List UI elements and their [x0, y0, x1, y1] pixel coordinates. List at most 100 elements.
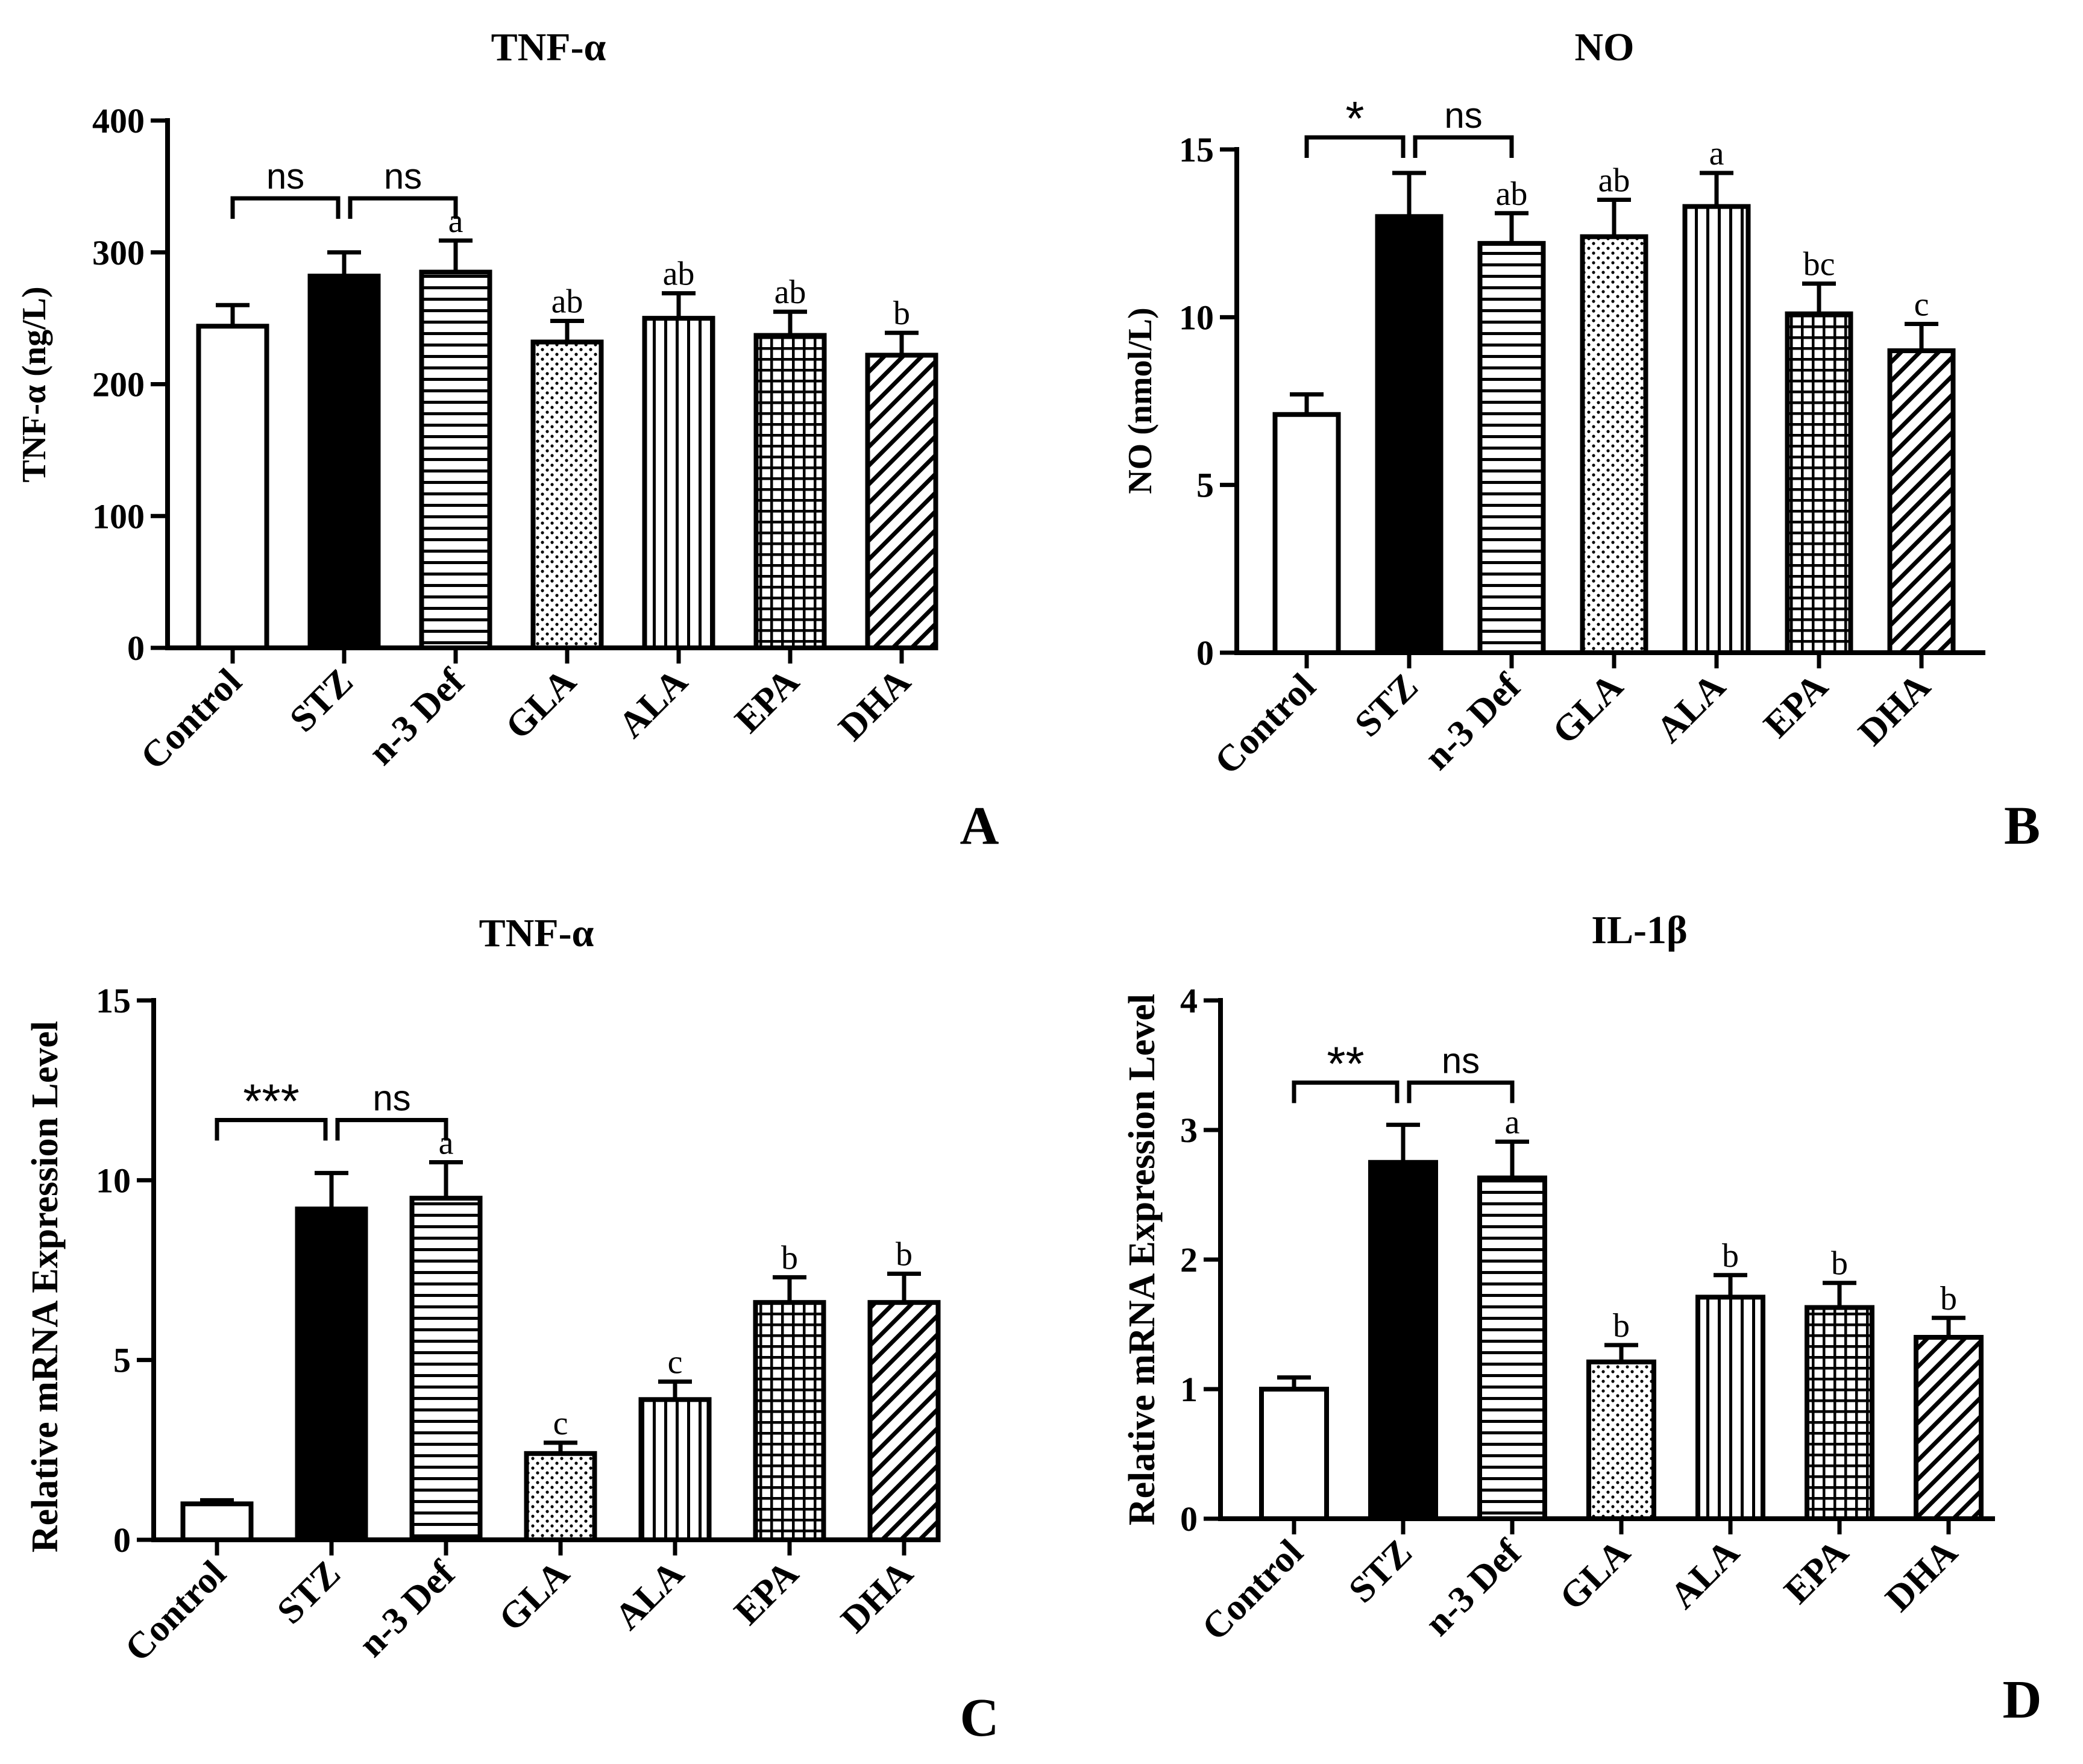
bar-control	[1259, 1387, 1329, 1521]
y-tick-label: 0	[1180, 1499, 1198, 1539]
x-tick-label: DHA	[831, 661, 919, 749]
significance-letter: b	[1613, 1307, 1630, 1345]
bar-ala	[642, 316, 715, 650]
bar-dha	[867, 1300, 941, 1542]
bar-control	[180, 1501, 254, 1542]
significance-letter: bc	[1803, 246, 1835, 283]
y-tick-label: 15	[1179, 130, 1214, 169]
bar-control	[1272, 412, 1341, 655]
bar-dha	[1887, 348, 1956, 655]
comparison-bracket	[335, 1118, 448, 1141]
x-tick-label: DHA	[1877, 1532, 1965, 1620]
bar-ala	[1695, 1295, 1765, 1522]
x-tick-label: GLA	[1545, 666, 1631, 752]
x-tick-label: Control	[117, 1553, 233, 1669]
bar-stz	[295, 1207, 368, 1542]
comparison-label: ns	[1444, 95, 1482, 136]
y-tick-label: 4	[1180, 981, 1198, 1020]
y-tick-label: 10	[1179, 298, 1214, 337]
bar-control	[196, 324, 269, 650]
significance-letter: a	[1709, 135, 1724, 172]
significance-letter: c	[668, 1343, 683, 1381]
significance-letter: b	[893, 295, 910, 332]
y-tick-label: 300	[92, 233, 145, 272]
comparison-bracket	[348, 196, 458, 219]
y-tick-label: 2	[1180, 1240, 1198, 1279]
comparison-bracket	[1304, 135, 1406, 158]
bar-ala	[1682, 204, 1751, 655]
x-tick-label: ALA	[611, 661, 696, 746]
significance-letter: b	[1940, 1280, 1957, 1317]
bar-epa	[1805, 1305, 1874, 1522]
bar-n-3-def	[1477, 1175, 1547, 1522]
bar-dha	[1914, 1335, 1984, 1521]
x-tick-label: n-3 Def	[1416, 665, 1529, 778]
x-tick-label: STZ	[269, 1553, 348, 1632]
significance-letter: ab	[1598, 162, 1630, 199]
bar-epa	[753, 333, 827, 650]
x-tick-label: EPA	[726, 1553, 806, 1633]
x-tick-label: GLA	[1552, 1532, 1638, 1618]
x-tick-label: n-3 Def	[351, 1552, 463, 1665]
bar-gla	[1586, 1359, 1656, 1522]
comparison-label: ns	[372, 1078, 410, 1119]
x-tick-label: Control	[133, 661, 249, 777]
x-tick-label: STZ	[282, 661, 361, 740]
x-tick-label: n-3 Def	[360, 661, 473, 773]
chart-title: NO	[1575, 25, 1635, 69]
chart-panel-d: IL-1β Relative mRNA Expression Level 0 1 2 3 4…	[1122, 908, 2042, 1730]
x-tick-label: Control	[1194, 1532, 1310, 1648]
x-tick-label: STZ	[1341, 1532, 1420, 1611]
x-tick-label: GLA	[498, 661, 584, 747]
bar-epa	[753, 1300, 826, 1542]
x-tick-label: STZ	[1347, 666, 1426, 745]
y-tick-label: 200	[92, 365, 145, 404]
significance-letter: ab	[663, 256, 695, 293]
significance-letter: a	[1505, 1103, 1520, 1141]
y-tick-label: 3	[1180, 1111, 1198, 1150]
comparison-label: ns	[1442, 1040, 1480, 1081]
significance-letter: ab	[551, 283, 583, 321]
y-tick-label: 0	[1196, 633, 1214, 673]
y-axis-label: Relative mRNA Expression Level	[1122, 994, 1163, 1525]
comparison-label: ns	[266, 156, 304, 196]
x-tick-label: DHA	[1850, 666, 1938, 754]
y-axis-label: TNF-α (ng/L)	[16, 286, 53, 482]
y-tick-label: 5	[1196, 466, 1214, 505]
x-tick-label: DHA	[833, 1553, 921, 1641]
significance-letter: b	[781, 1239, 798, 1276]
x-tick-label: EPA	[727, 661, 807, 741]
x-tick-label: ALA	[607, 1553, 692, 1638]
chart-panel-c: TNF-α Relative mRNA Expression Level 0 5 10 1…	[25, 911, 999, 1748]
chart-title: IL-1β	[1591, 908, 1687, 952]
x-tick-label: Control	[1207, 666, 1323, 782]
bar-stz	[1368, 1160, 1438, 1521]
y-tick-label: 100	[92, 497, 145, 536]
x-tick-label: n-3 Def	[1417, 1531, 1530, 1644]
bar-gla	[1580, 234, 1648, 655]
y-tick-label: 15	[96, 981, 131, 1020]
chart-title: TNF-α	[491, 25, 606, 69]
x-tick-label: EPA	[1776, 1532, 1856, 1612]
comparison-bracket	[230, 196, 341, 219]
x-tick-label: ALA	[1662, 1532, 1747, 1617]
y-tick-label: 400	[92, 101, 145, 140]
significance-letter: b	[1722, 1237, 1739, 1275]
comparison-bracket	[1407, 1080, 1515, 1103]
y-tick-label: 10	[96, 1161, 131, 1200]
bar-n-3-def	[419, 269, 492, 650]
x-tick-label: GLA	[491, 1553, 577, 1639]
significance-letter: b	[896, 1235, 913, 1273]
panel-letter: A	[960, 796, 999, 856]
comparison-bracket	[1292, 1080, 1400, 1103]
significance-letter: b	[1831, 1245, 1848, 1282]
x-tick-label: EPA	[1756, 666, 1836, 746]
chart-panel-a: TNF-α TNF-α (ng/L) 0 100 200 300 400 Control STZ…	[16, 25, 999, 856]
chart-title: TNF-α	[479, 911, 594, 955]
y-tick-label: 0	[127, 629, 145, 668]
y-tick-label: 5	[113, 1341, 131, 1380]
bar-ala	[638, 1397, 712, 1543]
